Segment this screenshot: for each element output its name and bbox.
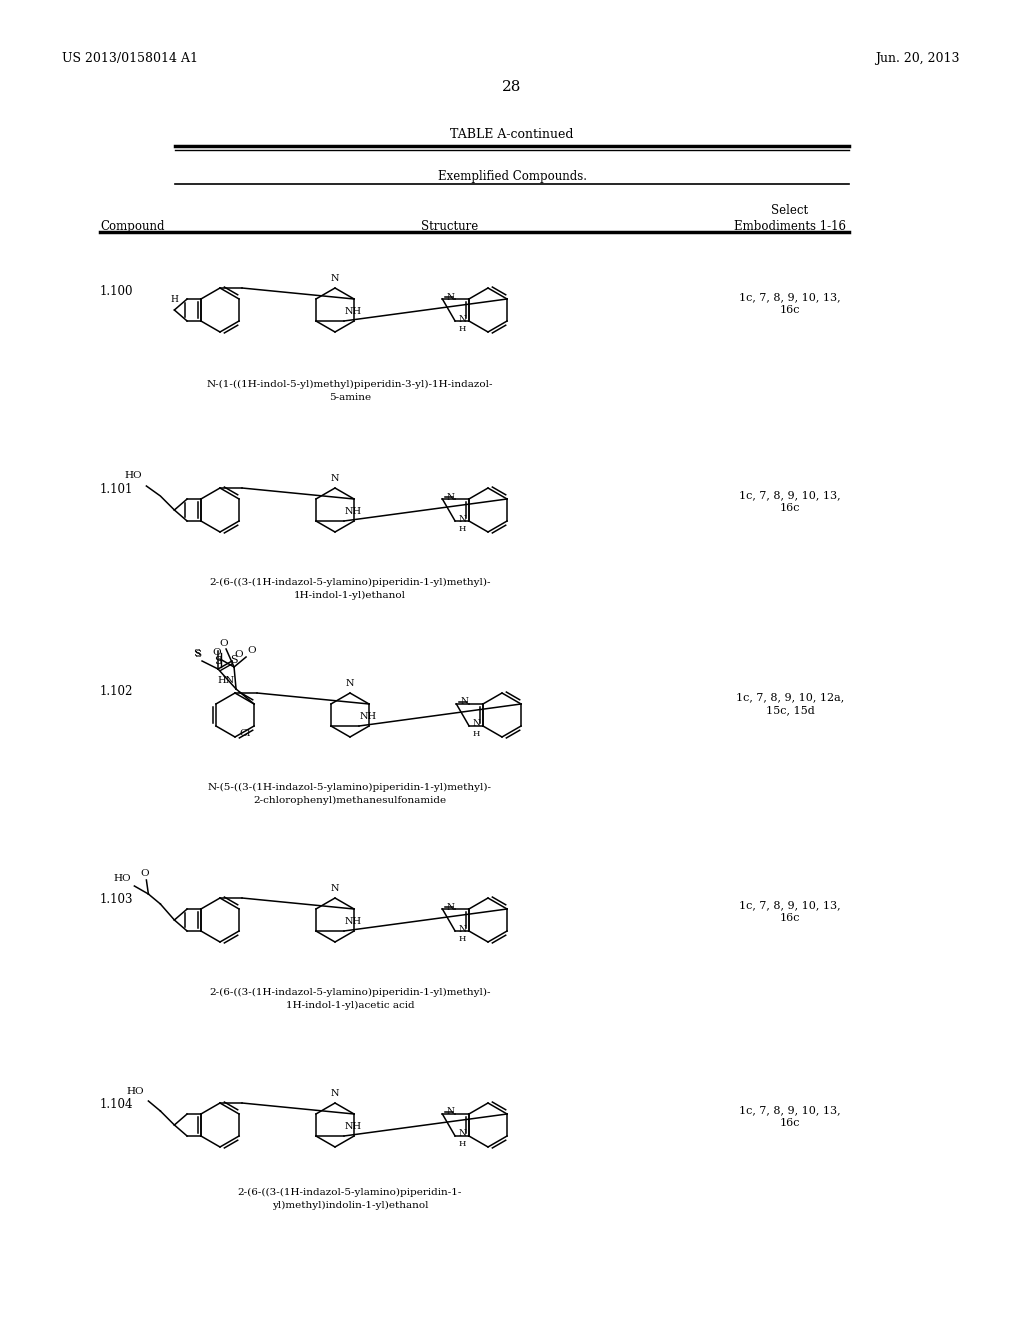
Text: H: H [472,730,479,738]
Text: 2-chlorophenyl)methanesulfonamide: 2-chlorophenyl)methanesulfonamide [253,796,446,805]
Text: N: N [331,474,339,483]
Text: Exemplified Compounds.: Exemplified Compounds. [437,170,587,183]
Text: 2-(6-((3-(1H-indazol-5-ylamino)piperidin-1-yl)methyl)-: 2-(6-((3-(1H-indazol-5-ylamino)piperidin… [209,578,490,587]
Text: HO: HO [127,1086,144,1096]
Text: Jun. 20, 2013: Jun. 20, 2013 [876,51,961,65]
Text: N: N [331,275,339,282]
Text: N-(5-((3-(1H-indazol-5-ylamino)piperidin-1-yl)methyl)-: N-(5-((3-(1H-indazol-5-ylamino)piperidin… [208,783,492,792]
Text: 1.100: 1.100 [100,285,133,298]
Text: S: S [193,649,200,657]
Text: NH: NH [345,507,362,516]
Text: N: N [346,678,354,688]
Text: US 2013/0158014 A1: US 2013/0158014 A1 [62,51,198,65]
Text: N-(1-((1H-indol-5-yl)methyl)piperidin-3-yl)-1H-indazol-: N-(1-((1H-indol-5-yl)methyl)piperidin-3-… [207,380,494,389]
Text: 1H-indol-1-yl)ethanol: 1H-indol-1-yl)ethanol [294,591,406,601]
Text: N: N [458,924,466,933]
Text: N: N [461,697,468,706]
Text: 1c, 7, 8, 9, 10, 13,: 1c, 7, 8, 9, 10, 13, [739,490,841,500]
Text: 1H-indol-1-yl)acetic acid: 1H-indol-1-yl)acetic acid [286,1001,415,1010]
Text: N: N [458,314,466,323]
Text: 1.101: 1.101 [100,483,133,496]
Text: Compound: Compound [100,220,165,234]
Text: 16c: 16c [779,305,800,315]
Text: N: N [458,515,466,524]
Text: 16c: 16c [779,503,800,513]
Text: S: S [214,656,222,667]
Text: O: O [213,648,221,657]
Text: H: H [170,294,178,304]
Text: Structure: Structure [421,220,478,234]
Text: O: O [140,869,148,878]
Text: Embodiments 1-16: Embodiments 1-16 [734,220,846,234]
Text: N: N [446,492,455,502]
Text: TABLE A-continued: TABLE A-continued [451,128,573,141]
Text: S: S [195,649,202,659]
Text: O: O [234,649,243,659]
Text: HO: HO [125,471,142,480]
Text: N: N [331,884,339,894]
Text: yl)methyl)indolin-1-yl)ethanol: yl)methyl)indolin-1-yl)ethanol [271,1201,428,1210]
Text: 16c: 16c [779,1118,800,1129]
Text: O: O [219,639,227,648]
Text: 1c, 7, 8, 9, 10, 13,: 1c, 7, 8, 9, 10, 13, [739,1105,841,1115]
Text: O: O [247,645,256,655]
Text: 15c, 15d: 15c, 15d [766,705,814,715]
Text: 1c, 7, 8, 9, 10, 13,: 1c, 7, 8, 9, 10, 13, [739,900,841,909]
Text: Cl: Cl [240,729,251,738]
Text: H: H [458,935,466,942]
Text: 2-(6-((3-(1H-indazol-5-ylamino)piperidin-1-: 2-(6-((3-(1H-indazol-5-ylamino)piperidin… [238,1188,462,1197]
Text: HO: HO [114,874,131,883]
Text: NH: NH [345,1122,362,1131]
Text: N: N [472,719,480,729]
Text: H: H [458,1140,466,1148]
Text: 1c, 7, 8, 9, 10, 12a,: 1c, 7, 8, 9, 10, 12a, [736,692,844,702]
Text: 1.102: 1.102 [100,685,133,698]
Text: NH: NH [345,917,362,927]
Text: HN: HN [217,676,234,685]
Text: N: N [446,1107,455,1117]
Text: 16c: 16c [779,913,800,923]
Text: H: H [458,325,466,333]
Text: N: N [446,903,455,912]
Text: N: N [446,293,455,301]
Text: 28: 28 [503,81,521,94]
Text: N: N [458,1130,466,1138]
Text: Select: Select [771,205,809,216]
Text: 1.103: 1.103 [100,894,133,906]
Text: NH: NH [360,711,377,721]
Text: NH: NH [345,308,362,315]
Text: 1.104: 1.104 [100,1098,133,1111]
Text: 2-(6-((3-(1H-indazol-5-ylamino)piperidin-1-yl)methyl)-: 2-(6-((3-(1H-indazol-5-ylamino)piperidin… [209,987,490,997]
Text: S: S [230,655,238,665]
Text: 1c, 7, 8, 9, 10, 13,: 1c, 7, 8, 9, 10, 13, [739,292,841,302]
Text: H: H [458,525,466,533]
Text: N: N [331,1089,339,1098]
Text: 5-amine: 5-amine [329,393,371,403]
